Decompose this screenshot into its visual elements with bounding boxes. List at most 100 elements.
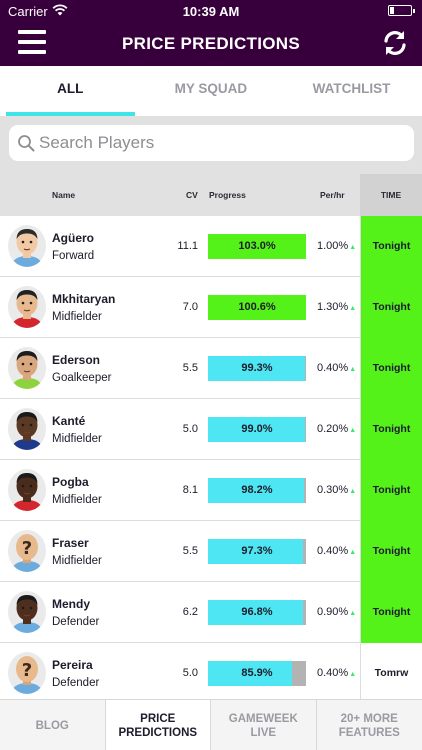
rate-value: 0.30%: [317, 484, 349, 496]
progress-label: 99.3%: [241, 362, 273, 374]
status-bar: Carrier 10:39 AM: [0, 0, 422, 22]
refresh-icon[interactable]: [380, 28, 410, 58]
player-name: Pogba: [52, 475, 89, 489]
player-position: Defender: [52, 616, 100, 628]
player-rate: 0.40%▲: [317, 667, 356, 679]
tab-watchlist[interactable]: WATCHLIST: [281, 66, 422, 116]
player-row[interactable]: ? Fraser Midfielder 5.5 97.3% 0.40%▲ Tonight: [0, 521, 422, 582]
player-row[interactable]: Mkhitaryan Midfielder 7.0 100.6% 1.30%▲ Tonig…: [0, 277, 422, 338]
player-cv: 6.2: [182, 606, 198, 618]
player-rate: 0.20%▲: [317, 423, 356, 435]
col-name[interactable]: Name: [52, 190, 76, 200]
search-box: [9, 125, 414, 161]
progress-fill: [208, 417, 306, 442]
player-avatar: [8, 469, 46, 511]
svg-text:?: ?: [22, 538, 32, 559]
player-position: Goalkeeper: [52, 372, 112, 384]
progress-label: 97.3%: [241, 545, 273, 557]
progress-bar: 85.9%: [208, 661, 306, 686]
player-name: Kanté: [52, 414, 86, 428]
player-row[interactable]: Kanté Midfielder 5.0 99.0% 0.20%▲ Tonight: [0, 399, 422, 460]
tab-all-label: ALL: [57, 81, 84, 96]
prediction-time: Tonight: [360, 521, 422, 582]
nav-blog[interactable]: BLOG: [0, 700, 106, 750]
carrier-label: Carrier: [8, 4, 48, 19]
player-avatar: [8, 286, 46, 328]
search-input[interactable]: [39, 129, 399, 157]
player-rate: 0.90%▲: [317, 606, 356, 618]
player-position: Midfielder: [52, 433, 102, 445]
player-cv: 8.1: [182, 484, 198, 496]
progress-fill: [208, 356, 306, 381]
rate-value: 0.20%: [317, 423, 349, 435]
player-avatar: [8, 225, 46, 267]
progress-bar: 99.3%: [208, 356, 306, 381]
player-name: Fraser: [52, 536, 89, 550]
progress-fill: [208, 478, 305, 503]
player-list: Agüero Forward 11.1 103.0% 1.00%▲ Tonight Mkhi…: [0, 216, 422, 699]
progress-bar: 99.0%: [208, 417, 306, 442]
player-row[interactable]: Agüero Forward 11.1 103.0% 1.00%▲ Tonight: [0, 216, 422, 277]
wifi-icon: [52, 4, 68, 16]
player-cv: 11.1: [177, 240, 198, 252]
player-row[interactable]: ? Pereira Defender 5.0 85.9% 0.40%▲ Tomrw: [0, 643, 422, 699]
progress-label: 100.6%: [238, 301, 276, 313]
col-rate[interactable]: Per/hr: [320, 190, 345, 200]
player-name: Pereira: [52, 658, 93, 672]
player-name: Mkhitaryan: [52, 292, 116, 306]
player-rate: 1.30%▲: [317, 301, 356, 313]
search-bar: [0, 116, 422, 174]
col-progress[interactable]: Progress: [209, 190, 246, 200]
prediction-time: Tonight: [360, 460, 422, 521]
player-avatar: [8, 591, 46, 633]
rate-value: 0.40%: [317, 545, 349, 557]
rate-value: 1.30%: [317, 301, 349, 313]
player-position: Defender: [52, 677, 100, 689]
col-time[interactable]: TIME: [360, 174, 422, 216]
prediction-time: Tonight: [360, 216, 422, 277]
progress-fill: [208, 539, 304, 564]
battery-icon: [388, 5, 415, 16]
player-row[interactable]: Mendy Defender 6.2 96.8% 0.90%▲ Tonight: [0, 582, 422, 643]
rate-value: 1.00%: [317, 240, 349, 252]
player-avatar: [8, 347, 46, 389]
tab-my-squad[interactable]: MY SQUAD: [141, 66, 282, 116]
progress-bar: 98.2%: [208, 478, 306, 503]
app-header: Carrier 10:39 AM PRICE PREDICTIONS: [0, 0, 422, 66]
page-title: PRICE PREDICTIONS: [122, 34, 300, 53]
progress-fill: [208, 661, 293, 686]
progress-label: 99.0%: [241, 423, 273, 435]
player-position: Midfielder: [52, 311, 102, 323]
player-cv: 5.0: [182, 423, 198, 435]
player-cv: 5.5: [182, 362, 198, 374]
nav-price-predictions[interactable]: PRICE PREDICTIONS: [105, 700, 211, 750]
progress-bar: 97.3%: [208, 539, 306, 564]
table-header: Name CV Progress Per/hr TIME: [0, 174, 422, 216]
nav-gameweek-live[interactable]: GAMEWEEK LIVE: [211, 700, 317, 750]
player-position: Forward: [52, 250, 95, 262]
player-position: Midfielder: [52, 555, 102, 567]
player-row[interactable]: Pogba Midfielder 8.1 98.2% 0.30%▲ Tonight: [0, 460, 422, 521]
player-rate: 0.40%▲: [317, 545, 356, 557]
player-avatar: [8, 408, 46, 450]
progress-label: 96.8%: [241, 606, 273, 618]
player-row[interactable]: Ederson Goalkeeper 5.5 99.3% 0.40%▲ Tonight: [0, 338, 422, 399]
menu-icon[interactable]: [18, 30, 46, 54]
player-avatar: ?: [8, 530, 46, 572]
progress-label: 85.9%: [241, 667, 273, 679]
tab-watchlist-label: WATCHLIST: [312, 81, 391, 96]
progress-bar: 103.0%: [208, 234, 306, 259]
bottom-nav: BLOG PRICE PREDICTIONS GAMEWEEK LIVE 20+…: [0, 699, 422, 750]
rise-arrow-icon: ▲: [349, 488, 357, 495]
rise-arrow-icon: ▲: [349, 427, 357, 434]
progress-fill: [208, 600, 303, 625]
rate-value: 0.40%: [317, 362, 349, 374]
prediction-time: Tomrw: [360, 643, 422, 699]
tab-all[interactable]: ALL: [0, 66, 141, 116]
player-rate: 0.30%▲: [317, 484, 356, 496]
rate-value: 0.40%: [317, 667, 349, 679]
prediction-time: Tonight: [360, 582, 422, 643]
col-cv[interactable]: CV: [186, 190, 198, 200]
player-name: Mendy: [52, 597, 91, 611]
nav-more-features[interactable]: 20+ MORE FEATURES: [338, 712, 400, 739]
